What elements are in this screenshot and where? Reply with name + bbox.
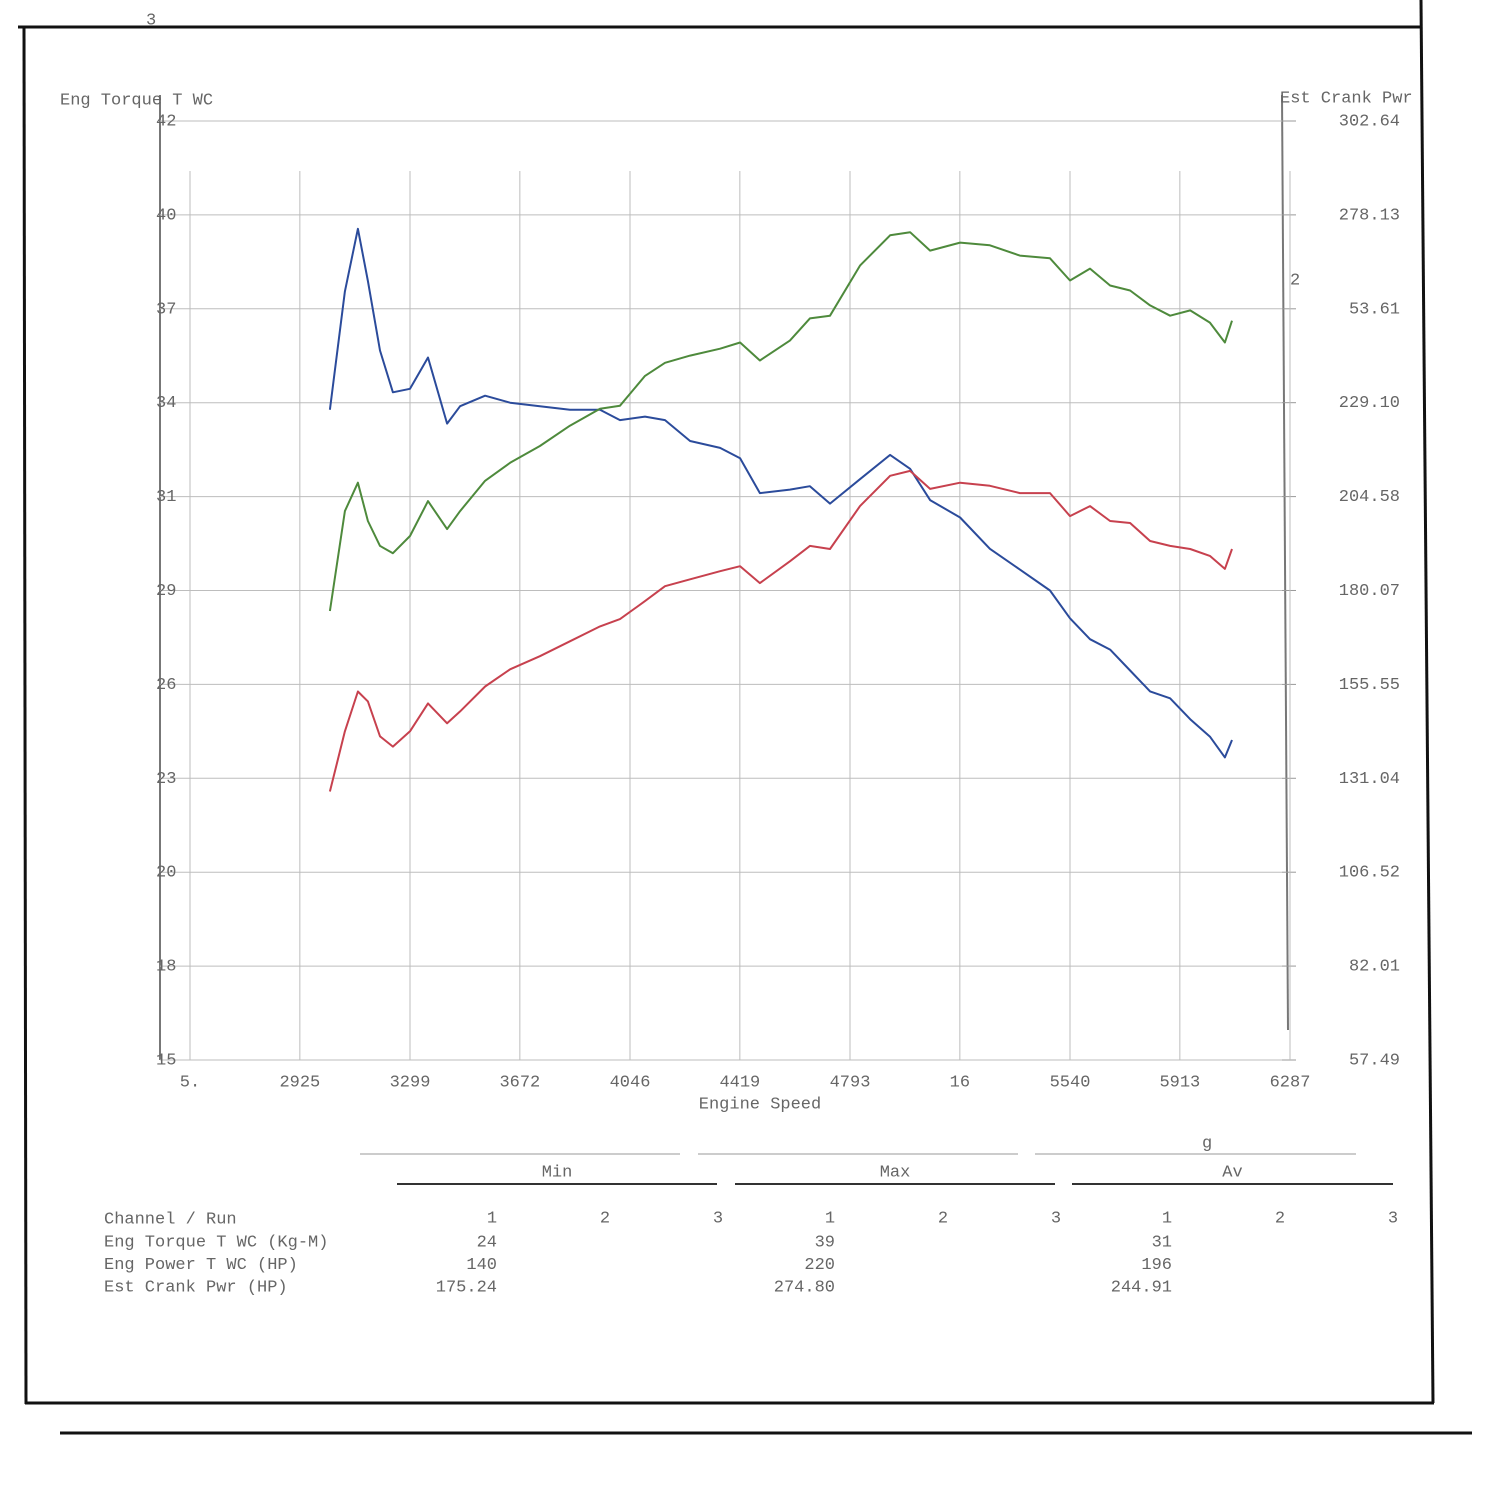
table-run: 3 — [1388, 1209, 1398, 1228]
x-tick-label: 3299 — [390, 1073, 431, 1092]
annotation: 3 — [146, 11, 156, 30]
y-tick-label: 31 — [156, 488, 176, 507]
y-tick-label: 23 — [156, 770, 176, 789]
y2-tick-label: 278.13 — [1339, 206, 1400, 225]
series-line — [328, 231, 1233, 612]
y-tick-label: 42 — [156, 112, 176, 131]
table-row-header: Channel / Run — [104, 1210, 237, 1229]
y2-tick-label: 155.55 — [1339, 676, 1400, 695]
table-group: Min — [542, 1163, 573, 1182]
x-tick-label: 5913 — [1159, 1073, 1200, 1092]
table-group: Av — [1222, 1163, 1242, 1182]
x-tick-label: 5. — [180, 1073, 200, 1092]
table-cell: 274.80 — [774, 1278, 835, 1297]
table-channel: Est Crank Pwr (HP) — [104, 1278, 288, 1297]
y2-tick-label: 57.49 — [1349, 1051, 1400, 1070]
table-cell: 24 — [477, 1233, 497, 1252]
y-tick-label: 15 — [156, 1051, 176, 1070]
y-tick-label: 29 — [156, 582, 176, 601]
x-tick-label: 4793 — [830, 1073, 871, 1092]
table-cell: 244.91 — [1111, 1278, 1172, 1297]
y2-tick-label: 106.52 — [1339, 864, 1400, 883]
table-cell: 39 — [815, 1233, 835, 1252]
table-run: 3 — [1051, 1209, 1061, 1228]
table-cell: 196 — [1141, 1256, 1172, 1275]
y2-tick-label: 131.04 — [1339, 770, 1400, 789]
x-tick-label: 3672 — [499, 1073, 540, 1092]
y-tick-label: 20 — [156, 864, 176, 883]
table-run: 2 — [938, 1209, 948, 1228]
y2-tick-label: 204.58 — [1339, 488, 1400, 507]
y-axis-title: Eng Torque T WC — [60, 91, 213, 110]
x-tick-label: 6287 — [1270, 1073, 1311, 1092]
series-line — [328, 227, 1233, 759]
y2-tick-label: 53.61 — [1349, 300, 1400, 319]
table-run: 2 — [1275, 1209, 1285, 1228]
table-cell: 140 — [466, 1256, 497, 1275]
y2-tick-label: 302.64 — [1339, 112, 1400, 131]
x-tick-label: 2925 — [279, 1073, 320, 1092]
y2-tick-label: 229.10 — [1339, 394, 1400, 413]
table-cell: 31 — [1152, 1233, 1172, 1252]
table-run: 1 — [1162, 1209, 1172, 1228]
table-run: 1 — [825, 1209, 835, 1228]
right-axis — [1281, 94, 1289, 1031]
y-tick-label: 18 — [156, 958, 176, 977]
table-cell: 220 — [804, 1256, 835, 1275]
table-channel: Eng Power T WC (HP) — [104, 1256, 298, 1275]
table-channel: Eng Torque T WC (Kg-M) — [104, 1233, 328, 1252]
annotation: g — [1202, 1134, 1212, 1153]
table-run: 2 — [600, 1209, 610, 1228]
y-tick-label: 34 — [156, 394, 176, 413]
table-run: 1 — [487, 1209, 497, 1228]
y2-tick-label: 180.07 — [1339, 582, 1400, 601]
table-cell: 175.24 — [436, 1278, 497, 1297]
series-line — [328, 469, 1233, 792]
table-group: Max — [880, 1163, 911, 1182]
y2-tick-label: 82.01 — [1349, 958, 1400, 977]
x-tick-label: 16 — [950, 1073, 970, 1092]
x-tick-label: 4419 — [719, 1073, 760, 1092]
annotation: 2 — [1290, 271, 1300, 290]
x-tick-label: 5540 — [1050, 1073, 1091, 1092]
frame-right — [1419, 0, 1435, 1404]
frame-left — [22, 26, 28, 1405]
y-tick-label: 40 — [156, 206, 176, 225]
table-run: 3 — [713, 1209, 723, 1228]
y2-axis-title: Est Crank Pwr — [1280, 89, 1413, 108]
x-tick-label: 4046 — [610, 1073, 651, 1092]
y-tick-label: 37 — [156, 300, 176, 319]
x-axis-title: Engine Speed — [699, 1095, 821, 1114]
y-tick-label: 26 — [156, 676, 176, 695]
